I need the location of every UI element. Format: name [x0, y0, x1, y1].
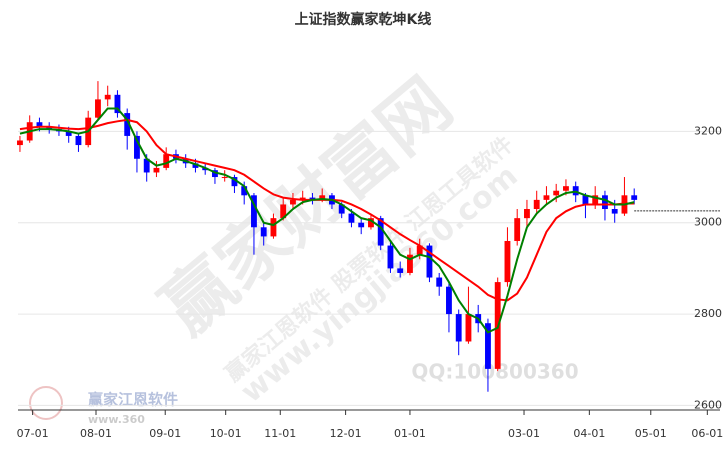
candle-body	[338, 204, 345, 214]
candle-body	[582, 195, 589, 205]
candle-body	[290, 199, 296, 205]
watermark: www.360	[88, 413, 145, 426]
candle-body	[358, 222, 365, 228]
x-tick-label: 04-01	[573, 427, 605, 440]
candle-body	[455, 314, 462, 342]
candle-body	[221, 177, 228, 179]
candle-body	[260, 227, 267, 237]
candle-body	[592, 195, 599, 205]
y-tick-label: 3000	[694, 216, 722, 229]
candle-body	[631, 195, 638, 200]
ma-line	[19, 107, 635, 334]
candle-body	[543, 195, 550, 200]
candle-body	[485, 323, 491, 369]
x-tick-label: 05-01	[635, 427, 667, 440]
candle-body	[611, 209, 618, 214]
x-tick-label: 12-01	[330, 427, 362, 440]
candle-body	[143, 158, 150, 173]
candle-body	[416, 245, 423, 255]
candle-body	[153, 167, 160, 173]
candle-body	[46, 126, 53, 130]
candle-body	[368, 218, 374, 228]
candle-body	[504, 240, 511, 283]
x-tick-label: 08-01	[80, 427, 112, 440]
candle-body	[387, 245, 394, 269]
y-tick-label: 2600	[694, 398, 722, 411]
candle-body	[397, 268, 404, 273]
candle-body	[377, 218, 384, 246]
watermark: 赢家江恩软件	[88, 391, 178, 409]
x-tick-label: 10-01	[210, 427, 242, 440]
candle-body	[465, 314, 472, 342]
candle-body	[280, 204, 287, 219]
x-tick-label: 03-01	[508, 427, 540, 440]
y-tick-label: 2800	[694, 307, 722, 320]
candle-body	[299, 197, 306, 200]
candle-body	[436, 277, 443, 287]
candle-body	[231, 177, 238, 187]
candle-body	[270, 218, 277, 237]
logo	[29, 386, 63, 420]
candle-body	[212, 170, 218, 178]
candle-body	[446, 286, 452, 315]
candle-body	[134, 135, 140, 159]
x-tick-label: 01-01	[394, 427, 426, 440]
candle-body	[95, 99, 101, 118]
candle-body	[192, 163, 199, 168]
candle-body	[17, 140, 23, 146]
candle-body	[309, 197, 316, 200]
candle-body	[202, 167, 209, 171]
candle-body	[241, 186, 248, 196]
watermarks: 赢家财富网 www.yingjia360.com 赢家江恩软件 股票软件 江恩工…	[29, 62, 579, 426]
candle-body	[251, 195, 257, 228]
candle-body	[348, 213, 355, 223]
candle-body	[407, 254, 413, 273]
x-tick-label: 07-01	[17, 427, 49, 440]
candle-body	[553, 190, 560, 196]
candle-body	[36, 122, 43, 127]
x-tick-label: 11-01	[264, 427, 296, 440]
candle-body	[114, 94, 121, 114]
y-tick-label: 3200	[694, 124, 722, 137]
candle-body	[426, 245, 433, 278]
candle-body	[563, 186, 569, 191]
x-tick-label: 09-01	[149, 427, 181, 440]
candle-body	[602, 195, 608, 210]
candle-body	[75, 135, 82, 146]
candle-body	[104, 94, 111, 100]
candle-body	[514, 218, 521, 241]
candle-body	[524, 209, 530, 219]
candle-body	[319, 195, 326, 200]
candle-body	[163, 154, 170, 168]
candle-body	[124, 113, 131, 136]
candle-body	[533, 199, 540, 210]
chart-title: 上证指数赢家乾坤K线	[295, 11, 432, 28]
candle-body	[65, 131, 72, 136]
x-tick-label: 06-01	[691, 427, 723, 440]
